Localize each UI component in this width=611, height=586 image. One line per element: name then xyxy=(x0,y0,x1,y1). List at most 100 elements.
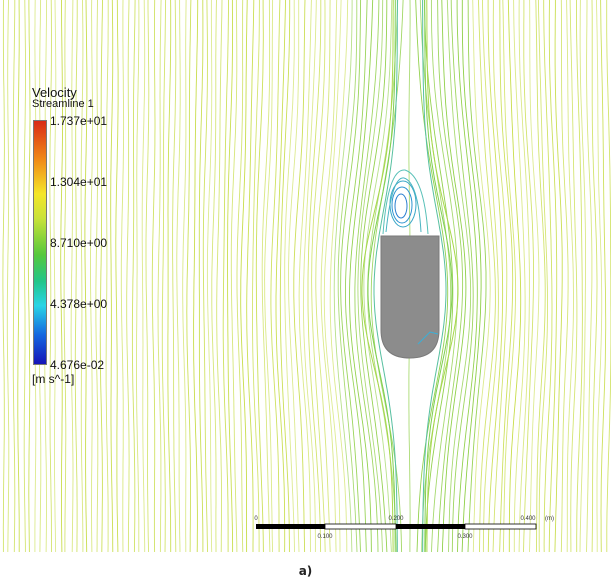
streamline xyxy=(6,0,10,553)
streamline xyxy=(151,0,156,553)
streamline xyxy=(543,0,553,553)
streamline xyxy=(337,0,358,553)
streamline-near-body xyxy=(361,0,394,552)
streamline xyxy=(126,0,130,552)
streamline xyxy=(264,0,274,553)
streamline xyxy=(99,0,103,553)
streamline xyxy=(182,0,187,552)
streamline xyxy=(415,0,449,553)
streamline xyxy=(548,0,558,553)
streamline xyxy=(450,0,474,553)
streamline xyxy=(360,0,388,553)
streamline xyxy=(446,0,472,553)
streamline xyxy=(345,0,368,553)
streamline xyxy=(461,0,482,553)
streamline xyxy=(222,0,229,552)
streamline xyxy=(240,0,248,552)
streamline xyxy=(576,0,583,552)
streamline xyxy=(216,0,223,553)
streamline xyxy=(320,0,338,553)
streamline xyxy=(424,0,454,553)
streamline xyxy=(84,0,88,553)
streamline xyxy=(255,0,264,553)
legend-unit: [m s^-1] xyxy=(32,372,75,386)
legend-title: Velocity xyxy=(32,85,77,100)
streamline xyxy=(363,0,393,553)
streamline xyxy=(161,0,167,553)
scale-label-0200: 0.200 xyxy=(388,516,404,522)
streamline xyxy=(70,0,74,553)
streamline xyxy=(529,0,540,553)
streamline xyxy=(591,0,598,553)
streamline xyxy=(569,0,578,552)
streamline xyxy=(131,0,136,553)
streamline xyxy=(136,0,140,552)
streamline xyxy=(467,0,487,553)
streamline xyxy=(115,0,119,553)
streamline xyxy=(586,0,593,553)
streamline xyxy=(120,0,125,553)
streamline xyxy=(186,0,192,553)
streamline xyxy=(315,0,331,553)
streamline xyxy=(560,0,569,553)
streamline xyxy=(202,0,208,553)
streamline xyxy=(157,0,162,552)
streamline xyxy=(95,0,99,553)
streamline xyxy=(193,0,199,553)
wake-streamline xyxy=(417,331,439,345)
streamline xyxy=(302,0,317,552)
scale-label-0400: 0.400 xyxy=(520,516,536,522)
streamline-near-body xyxy=(367,0,396,552)
streamline xyxy=(482,0,499,552)
streamline xyxy=(236,0,244,553)
scale-unit: (m) xyxy=(545,516,554,522)
streamline-near-body xyxy=(424,0,453,552)
streamline xyxy=(523,0,534,553)
streamline xyxy=(80,0,84,552)
streamline xyxy=(298,0,312,553)
streamline xyxy=(307,0,322,553)
legend-tick-min: 4.676e-02 xyxy=(50,358,105,372)
streamline xyxy=(105,0,109,553)
streamline xyxy=(472,0,491,553)
streamline xyxy=(206,0,213,553)
streamline xyxy=(340,0,362,553)
streamline xyxy=(535,0,546,553)
figure-caption: a) xyxy=(298,564,313,578)
streamline xyxy=(176,0,181,553)
streamline xyxy=(90,0,93,553)
streamline xyxy=(357,0,384,553)
streamline xyxy=(487,0,504,553)
streamline xyxy=(441,0,467,553)
legend-tick-3: 8.710e+00 xyxy=(50,236,108,250)
streamline xyxy=(456,0,478,553)
streamline xyxy=(275,0,286,553)
legend-tick-max: 1.737e+01 xyxy=(50,114,108,128)
streamline xyxy=(23,0,26,552)
streamline xyxy=(198,0,204,552)
streamline xyxy=(74,0,78,553)
streamline xyxy=(60,0,63,553)
streamline xyxy=(492,0,508,553)
streamline xyxy=(252,0,260,552)
streamline xyxy=(502,0,517,553)
streamline xyxy=(596,0,603,552)
streamline xyxy=(53,0,57,553)
streamline-near-body xyxy=(426,0,459,552)
streamline xyxy=(311,0,326,553)
streamline xyxy=(279,0,291,552)
recirculation-vortex xyxy=(382,169,429,235)
streamline xyxy=(145,0,150,553)
streamline-near-body xyxy=(422,0,447,552)
streamline xyxy=(284,0,295,553)
streamline-near-body xyxy=(373,0,398,552)
streamline xyxy=(600,0,607,553)
streamline xyxy=(566,0,574,552)
bluff-body xyxy=(380,235,440,359)
streamline xyxy=(27,0,31,553)
streamline xyxy=(110,0,114,553)
streamline xyxy=(246,0,255,552)
streamline xyxy=(261,0,271,553)
streamline xyxy=(167,0,172,552)
streamline xyxy=(2,0,5,552)
